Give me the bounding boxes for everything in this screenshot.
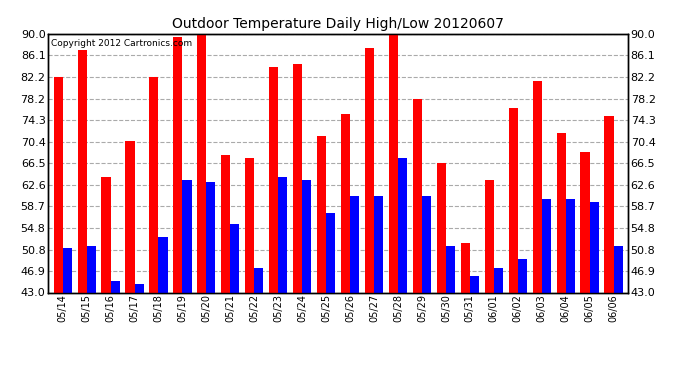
- Bar: [149, 77, 159, 292]
- Bar: [317, 136, 326, 292]
- Bar: [350, 196, 359, 292]
- Bar: [613, 246, 622, 292]
- Bar: [135, 284, 144, 292]
- Bar: [494, 268, 503, 292]
- Bar: [461, 243, 470, 292]
- Bar: [278, 177, 287, 292]
- Bar: [293, 64, 302, 292]
- Bar: [413, 99, 422, 292]
- Bar: [509, 108, 518, 292]
- Bar: [159, 237, 168, 292]
- Bar: [437, 163, 446, 292]
- Bar: [101, 177, 110, 292]
- Bar: [580, 152, 589, 292]
- Bar: [326, 213, 335, 292]
- Bar: [533, 81, 542, 292]
- Bar: [341, 114, 350, 292]
- Bar: [557, 133, 566, 292]
- Bar: [422, 196, 431, 292]
- Bar: [374, 196, 383, 292]
- Bar: [566, 199, 575, 292]
- Bar: [197, 34, 206, 292]
- Bar: [470, 276, 479, 292]
- Bar: [206, 182, 215, 292]
- Bar: [484, 180, 494, 292]
- Bar: [389, 28, 398, 292]
- Bar: [302, 180, 311, 292]
- Bar: [446, 246, 455, 292]
- Bar: [398, 158, 407, 292]
- Bar: [63, 249, 72, 292]
- Bar: [54, 77, 63, 292]
- Bar: [245, 158, 255, 292]
- Bar: [77, 50, 87, 292]
- Text: Copyright 2012 Cartronics.com: Copyright 2012 Cartronics.com: [51, 39, 193, 48]
- Bar: [365, 48, 374, 292]
- Bar: [230, 224, 239, 292]
- Bar: [589, 202, 599, 292]
- Bar: [182, 180, 192, 292]
- Bar: [269, 67, 278, 292]
- Bar: [604, 116, 613, 292]
- Bar: [87, 246, 96, 292]
- Bar: [126, 141, 135, 292]
- Bar: [255, 268, 264, 292]
- Bar: [221, 155, 230, 292]
- Title: Outdoor Temperature Daily High/Low 20120607: Outdoor Temperature Daily High/Low 20120…: [172, 17, 504, 31]
- Bar: [542, 199, 551, 292]
- Bar: [110, 282, 119, 292]
- Bar: [173, 36, 182, 292]
- Bar: [518, 260, 527, 292]
